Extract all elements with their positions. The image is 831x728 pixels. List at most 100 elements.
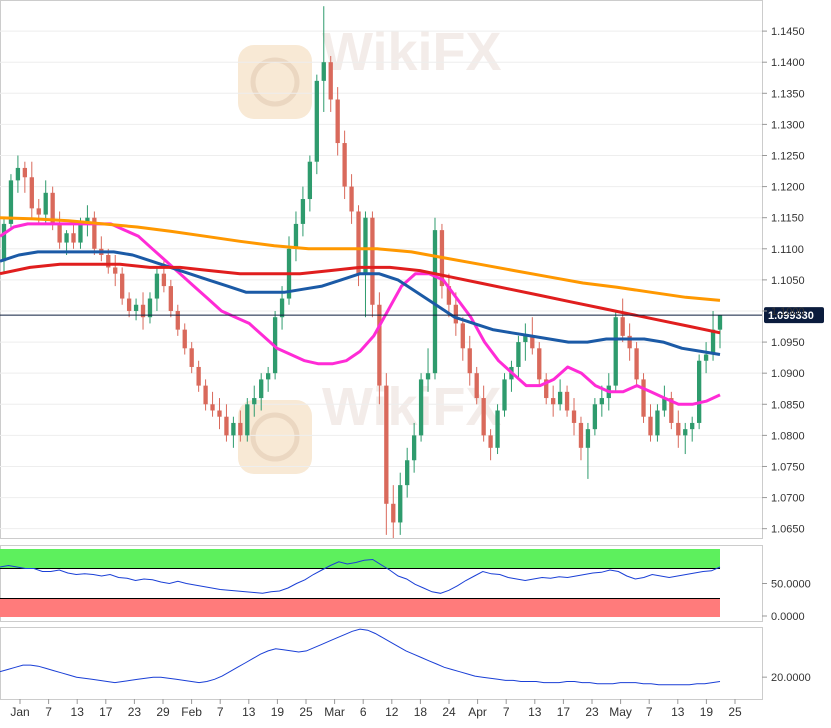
candle-body bbox=[175, 310, 180, 330]
candle-body bbox=[634, 348, 639, 380]
y-tick-label: 1.1400 bbox=[771, 57, 805, 69]
candle-body bbox=[147, 298, 153, 318]
x-tick-label: 24 bbox=[442, 705, 456, 719]
main-plot-frame bbox=[0, 0, 763, 539]
candle-body bbox=[29, 177, 34, 209]
x-tick-label: 7 bbox=[503, 705, 510, 719]
candle-body bbox=[620, 317, 625, 336]
candle-body bbox=[307, 161, 313, 200]
watermark-logo-circle bbox=[250, 57, 300, 107]
adx-panel: 20.0000 bbox=[0, 628, 811, 686]
candle-body bbox=[703, 354, 709, 361]
candle-body bbox=[126, 298, 132, 311]
x-tick-label: 12 bbox=[385, 705, 399, 719]
candle-body bbox=[474, 373, 479, 399]
candle-body bbox=[418, 379, 424, 436]
x-tick-label: 7 bbox=[217, 705, 224, 719]
candle-body bbox=[140, 304, 146, 318]
candle-body bbox=[349, 186, 354, 212]
candle-body bbox=[1, 223, 7, 262]
candle-body bbox=[432, 230, 438, 374]
candle-body bbox=[391, 503, 396, 523]
rsi-oversold-zone bbox=[0, 598, 720, 617]
x-tick-label: 13 bbox=[528, 705, 542, 719]
last-price-label: 1.099330 bbox=[768, 310, 814, 322]
rsi-line bbox=[0, 558, 721, 594]
candle-body bbox=[189, 348, 194, 367]
x-tick-label: 17 bbox=[557, 705, 571, 719]
adx-y-tick-label: 20.0000 bbox=[771, 672, 811, 684]
moving-average-line-2 bbox=[0, 250, 721, 356]
candle-body bbox=[161, 273, 167, 287]
y-tick-label: 1.1300 bbox=[771, 119, 805, 131]
candle-body bbox=[259, 379, 264, 399]
last-price-line: 1.099330 bbox=[0, 307, 824, 324]
y-tick-label: 1.1250 bbox=[771, 150, 805, 162]
candle-body bbox=[328, 62, 333, 100]
candle-body bbox=[467, 348, 472, 374]
x-tick-label: 17 bbox=[99, 705, 113, 719]
candle-body bbox=[245, 404, 250, 436]
candle-body bbox=[15, 167, 21, 181]
x-tick-label: Feb bbox=[181, 705, 202, 719]
watermark-logo-icon bbox=[238, 45, 312, 119]
candle-body bbox=[182, 329, 187, 349]
y-tick-label: 1.1000 bbox=[771, 306, 805, 318]
y-tick-label: 1.0700 bbox=[771, 493, 805, 505]
x-tick-label: 7 bbox=[646, 705, 653, 719]
watermark-text-middle: WikiFX bbox=[322, 377, 502, 437]
x-tick-label: 23 bbox=[128, 705, 142, 719]
candle-body bbox=[585, 429, 591, 448]
rsi-y-tick-label: 0.0000 bbox=[771, 611, 805, 623]
adx-plot-frame bbox=[0, 627, 763, 700]
rsi-y-tick-label: 50.0000 bbox=[771, 579, 811, 591]
x-tick-label: 23 bbox=[585, 705, 599, 719]
candle-body bbox=[22, 167, 28, 178]
y-tick-label: 1.0800 bbox=[771, 430, 805, 442]
watermark-text-top: WikiFX bbox=[322, 22, 502, 82]
candle-body bbox=[564, 391, 570, 411]
candle-body bbox=[398, 485, 403, 523]
candle-body bbox=[196, 366, 201, 386]
candle-body bbox=[106, 255, 111, 268]
x-tick-label: 18 bbox=[414, 705, 428, 719]
candle-body bbox=[544, 379, 549, 399]
candle-body bbox=[530, 335, 535, 349]
moving-average-line-1 bbox=[0, 222, 721, 406]
candle-body bbox=[50, 192, 55, 224]
x-axis: Jan 7 13 17 23 29 Feb 7 13 19 25 Mar 6 12 18 24 Apr 7 13 17… bbox=[10, 699, 742, 719]
candle-body bbox=[154, 273, 160, 299]
y-tick-label: 1.0950 bbox=[771, 337, 805, 349]
candle-body bbox=[321, 62, 326, 81]
candle-body bbox=[710, 329, 716, 355]
candle-body bbox=[36, 208, 41, 215]
candle-body bbox=[523, 335, 528, 343]
candle-body bbox=[266, 373, 271, 380]
candle-body bbox=[300, 199, 306, 224]
candle-body bbox=[662, 398, 667, 411]
rsi-panel: 50.0000 0.0000 bbox=[0, 549, 811, 623]
candle-body bbox=[370, 217, 375, 305]
candle-body bbox=[113, 267, 118, 274]
candle-body bbox=[495, 410, 500, 448]
y-tick-label: 1.0750 bbox=[771, 461, 805, 473]
y-tick-label: 1.0900 bbox=[771, 368, 805, 380]
y-tick-label: 1.0850 bbox=[771, 399, 805, 411]
y-tick-label: 1.1450 bbox=[771, 26, 805, 38]
candle-body bbox=[641, 379, 646, 417]
candle-body bbox=[669, 398, 674, 423]
candle-body bbox=[363, 217, 368, 274]
candle-body bbox=[384, 385, 389, 504]
candle-body bbox=[696, 360, 702, 423]
main-y-axis: 1.1450 1.1400 1.1350 1.1300 1.1250 1.1200 1.11… bbox=[762, 26, 805, 536]
candle-body bbox=[502, 379, 507, 411]
candle-body bbox=[210, 404, 215, 411]
watermark-middle: WikiFX bbox=[238, 377, 502, 474]
candle-body bbox=[224, 416, 229, 436]
y-tick-label: 1.1050 bbox=[771, 275, 805, 287]
candle-body bbox=[377, 304, 382, 386]
x-tick-label: 19 bbox=[700, 705, 714, 719]
moving-average-line-4 bbox=[0, 216, 721, 302]
candle-body bbox=[133, 304, 139, 311]
